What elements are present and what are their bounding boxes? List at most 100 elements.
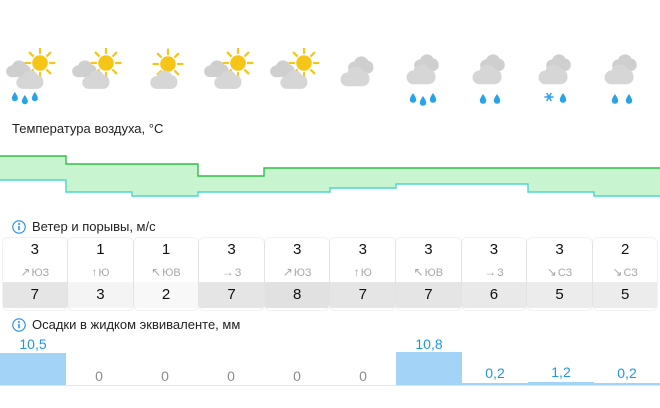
wind-direction-label: СЗ <box>623 267 638 279</box>
wind-direction: ↗ЮЗ <box>3 262 68 282</box>
precipitation-bar <box>528 382 594 386</box>
precipitation-bar <box>396 352 462 386</box>
sun-cloud-rain-icon <box>0 48 66 114</box>
wind-arrow-icon: ↑ <box>353 265 360 279</box>
precipitation-chart: 10,5 0 0 0 0 0 10,8 0,2 1,2 0,2 <box>0 336 660 386</box>
day-header[interactable] <box>132 0 198 48</box>
precipitation-cell: 10,5 <box>0 336 66 386</box>
day-header[interactable] <box>528 0 594 48</box>
wind-direction-label: СЗ <box>557 267 573 279</box>
day-header[interactable] <box>594 0 660 48</box>
wind-speed: 1 <box>96 241 105 258</box>
temperature-cell <box>66 140 132 212</box>
cloud-rain-icon <box>462 48 528 114</box>
wind-arrow-icon: ↗ <box>282 265 293 279</box>
wind-direction: ↑Ю <box>68 262 133 282</box>
wind-arrow-icon: ↗ <box>20 265 31 279</box>
wind-speed: 2 <box>620 241 630 258</box>
precipitation-value: 0,2 <box>485 365 505 381</box>
wind-gust: 7 <box>396 282 461 308</box>
sun-cloud-icon <box>198 48 264 114</box>
sun-cloud-icon <box>66 48 132 114</box>
wind-arrow-icon: ↘ <box>612 265 623 279</box>
day-header[interactable] <box>66 0 132 48</box>
day-header[interactable] <box>0 0 66 48</box>
precipitation-value: 10,8 <box>415 336 443 352</box>
precipitation-title-text: Осадки в жидком эквиваленте, мм <box>32 317 241 332</box>
wind-direction: ↖ЮВ <box>134 262 199 282</box>
sun-cloud-bright-icon <box>132 48 198 114</box>
wind-gust: 7 <box>330 282 396 308</box>
precipitation-bar <box>0 352 66 386</box>
wind-cell[interactable]: 3 ↗ЮЗ 8 <box>264 238 330 310</box>
wind-cell[interactable]: 3 →З 7 <box>199 238 264 310</box>
precipitation-cell: 0 <box>132 336 198 386</box>
wind-gust: 3 <box>68 282 133 308</box>
wind-cell[interactable]: 3 ↗ЮЗ 7 <box>2 238 68 310</box>
precipitation-cell: 0,2 <box>462 336 528 386</box>
day-header[interactable] <box>264 0 330 48</box>
temperature-chart <box>0 140 660 212</box>
wind-direction-label: ЮЗ <box>293 267 312 279</box>
wind-speed: 3 <box>30 241 39 258</box>
day-header[interactable] <box>198 0 264 48</box>
wind-cell[interactable]: 3 ↑Ю 7 <box>330 238 396 310</box>
weather-icon-row <box>0 48 660 114</box>
temperature-cell <box>198 140 264 212</box>
wind-direction: ↑Ю <box>330 262 395 282</box>
wind-direction-label: Ю <box>360 267 372 279</box>
precipitation-cell: 10,8 <box>396 336 462 386</box>
sun-cloud-icon <box>264 48 330 114</box>
day-header[interactable] <box>462 0 528 48</box>
day-header-row <box>0 0 660 48</box>
wind-speed: 3 <box>227 241 236 258</box>
wind-cell[interactable]: 2 ↘СЗ 5 <box>592 238 658 310</box>
wind-speed: 3 <box>555 241 564 258</box>
wind-speed: 3 <box>358 241 367 258</box>
day-header[interactable] <box>330 0 396 48</box>
wind-arrow-icon: ↘ <box>546 265 557 279</box>
wind-cell[interactable]: 3 ↘СЗ 5 <box>527 238 592 310</box>
precipitation-cell: 0 <box>198 336 264 386</box>
cloudy-icon <box>330 48 396 114</box>
wind-direction-label: З <box>497 267 504 279</box>
temperature-cell <box>132 140 198 212</box>
day-header[interactable] <box>396 0 462 48</box>
precipitation-cell: 1,2 <box>528 336 594 386</box>
precipitation-value: 1,2 <box>551 364 571 380</box>
wind-gust: 5 <box>527 282 592 308</box>
info-icon[interactable] <box>12 318 26 332</box>
wind-cell[interactable]: 1 ↖ЮВ 2 <box>133 238 199 310</box>
precipitation-cell: 0,2 <box>594 336 660 386</box>
temperature-cell <box>264 140 330 212</box>
precipitation-value: 0 <box>161 368 169 384</box>
precipitation-cell: 0 <box>330 336 396 386</box>
wind-direction-label: ЮВ <box>162 267 181 279</box>
temperature-cell <box>396 140 462 212</box>
wind-direction-label: Ю <box>98 267 110 279</box>
temperature-title-text: Температура воздуха, °C <box>12 121 164 136</box>
wind-title-text: Ветер и порывы, м/с <box>32 219 156 234</box>
wind-speed: 3 <box>489 241 499 258</box>
precipitation-value: 0 <box>359 368 367 384</box>
wind-arrow-icon: → <box>221 265 234 279</box>
precipitation-value: 0 <box>95 368 103 384</box>
wind-direction: →З <box>462 262 527 282</box>
precipitation-bar <box>462 383 528 386</box>
wind-direction: ↘СЗ <box>527 262 592 282</box>
precipitation-cell: 0 <box>66 336 132 386</box>
wind-cell[interactable]: 3 ↖ЮВ 7 <box>396 238 461 310</box>
temperature-section-title: Температура воздуха, °C <box>0 114 660 140</box>
temperature-cell <box>330 140 396 212</box>
precipitation-cell: 0 <box>264 336 330 386</box>
info-icon[interactable] <box>12 220 26 234</box>
cloud-rain-icon <box>594 48 660 114</box>
wind-gust: 2 <box>133 282 199 308</box>
wind-gust: 7 <box>199 282 264 308</box>
wind-cell[interactable]: 1 ↑Ю 3 <box>68 238 133 310</box>
wind-arrow-icon: ↖ <box>413 265 424 279</box>
wind-speed: 3 <box>293 241 302 258</box>
wind-cell[interactable]: 3 →З 6 <box>461 238 527 310</box>
